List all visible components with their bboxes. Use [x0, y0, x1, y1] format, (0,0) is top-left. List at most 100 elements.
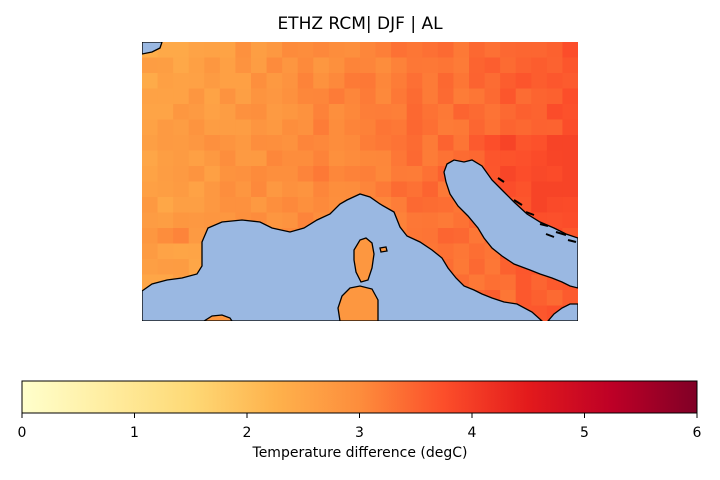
map-cell	[546, 135, 564, 152]
map-cell	[515, 166, 532, 183]
map-cell	[360, 42, 377, 59]
map-cell	[282, 150, 299, 167]
map-cell	[515, 104, 532, 121]
map-cell	[484, 73, 501, 90]
map-cell	[142, 243, 159, 260]
map-cell	[469, 274, 486, 291]
map-cell	[531, 57, 548, 74]
map-cell	[406, 73, 423, 90]
map-cell	[219, 57, 237, 74]
map-cell	[219, 73, 237, 90]
map-cell	[500, 42, 517, 59]
map-cell	[328, 42, 346, 59]
map-cell	[453, 228, 470, 245]
map-cell	[328, 181, 346, 198]
map-cell	[235, 104, 252, 121]
map-cell	[235, 57, 252, 74]
map-cell	[562, 88, 578, 105]
map-cell	[157, 42, 174, 59]
map-cell	[204, 150, 221, 167]
map-cell	[142, 104, 159, 121]
map-cell	[515, 88, 532, 105]
map-cell	[235, 42, 252, 59]
map-cell	[266, 181, 283, 198]
map-cell	[157, 119, 174, 136]
map-cell	[562, 150, 578, 167]
map-cell	[328, 88, 346, 105]
map-cell	[282, 57, 299, 74]
map-cell	[531, 166, 548, 183]
map-cell	[142, 212, 159, 229]
map-cell	[142, 228, 159, 245]
map-cell	[313, 181, 330, 198]
map-cell	[142, 150, 159, 167]
map-cell	[173, 212, 190, 229]
map-cell	[157, 150, 174, 167]
map-cell	[157, 104, 174, 121]
map-cell	[562, 166, 578, 183]
map-cell	[219, 150, 237, 167]
map-cell	[344, 181, 361, 198]
map-cell	[546, 290, 564, 307]
map-cell	[484, 57, 501, 74]
map-cell	[500, 73, 517, 90]
map-cell	[437, 104, 455, 121]
map-cell	[562, 73, 578, 90]
colorbar-tick-label: 0	[18, 425, 27, 441]
map-cell	[251, 119, 268, 136]
map-cell	[484, 259, 501, 276]
map-cell	[515, 57, 532, 74]
map-cell	[266, 212, 283, 229]
map-cell	[391, 57, 408, 74]
map-cell	[173, 150, 190, 167]
map-cell	[188, 104, 205, 121]
map-cell	[469, 104, 486, 121]
map-cell	[546, 104, 564, 121]
map-cell	[562, 57, 578, 74]
map-cell	[204, 119, 221, 136]
map-cell	[219, 88, 237, 105]
map-cell	[546, 197, 564, 214]
map-cell	[313, 135, 330, 152]
map-cell	[157, 57, 174, 74]
map-cell	[219, 42, 237, 59]
map-cell	[437, 228, 455, 245]
map-cell	[391, 73, 408, 90]
map-cell	[546, 166, 564, 183]
map-cell	[173, 57, 190, 74]
map-cell	[313, 197, 330, 214]
map-cell	[469, 243, 486, 260]
map-cell	[157, 181, 174, 198]
map-cell	[546, 57, 564, 74]
map-cell	[500, 104, 517, 121]
map-cell	[375, 88, 392, 105]
map-cell	[406, 166, 423, 183]
map-cell	[328, 135, 346, 152]
map-cell	[142, 166, 159, 183]
map-cell	[235, 119, 252, 136]
map-cell	[422, 166, 439, 183]
map-cell	[297, 57, 314, 74]
map-cell	[219, 119, 237, 136]
coastal-island	[567, 239, 577, 243]
map-cell	[437, 135, 455, 152]
map-cell	[391, 104, 408, 121]
map-cell	[297, 73, 314, 90]
map-cell	[437, 197, 455, 214]
map-cell	[453, 259, 470, 276]
map-cell	[219, 166, 237, 183]
map-cell	[142, 73, 159, 90]
colorbar-tick-label: 3	[355, 425, 364, 441]
map-cell	[360, 166, 377, 183]
map-cell	[204, 166, 221, 183]
map-cell	[297, 197, 314, 214]
map-cell	[469, 135, 486, 152]
map-cell	[188, 212, 205, 229]
map-cell	[297, 42, 314, 59]
map-cell	[313, 88, 330, 105]
map-cell	[469, 259, 486, 276]
map-cell	[546, 88, 564, 105]
map-cell	[406, 212, 423, 229]
map-cell	[173, 197, 190, 214]
map-cell	[142, 119, 159, 136]
